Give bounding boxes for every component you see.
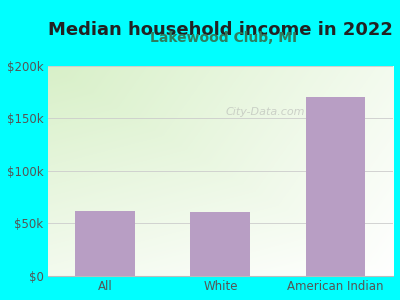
Text: City-Data.com: City-Data.com — [226, 107, 305, 117]
Bar — [75, 211, 135, 276]
Bar — [306, 98, 366, 276]
Title: Median household income in 2022: Median household income in 2022 — [48, 21, 393, 39]
Bar — [190, 212, 250, 276]
Text: Lakewood Club, MI: Lakewood Club, MI — [150, 31, 298, 44]
